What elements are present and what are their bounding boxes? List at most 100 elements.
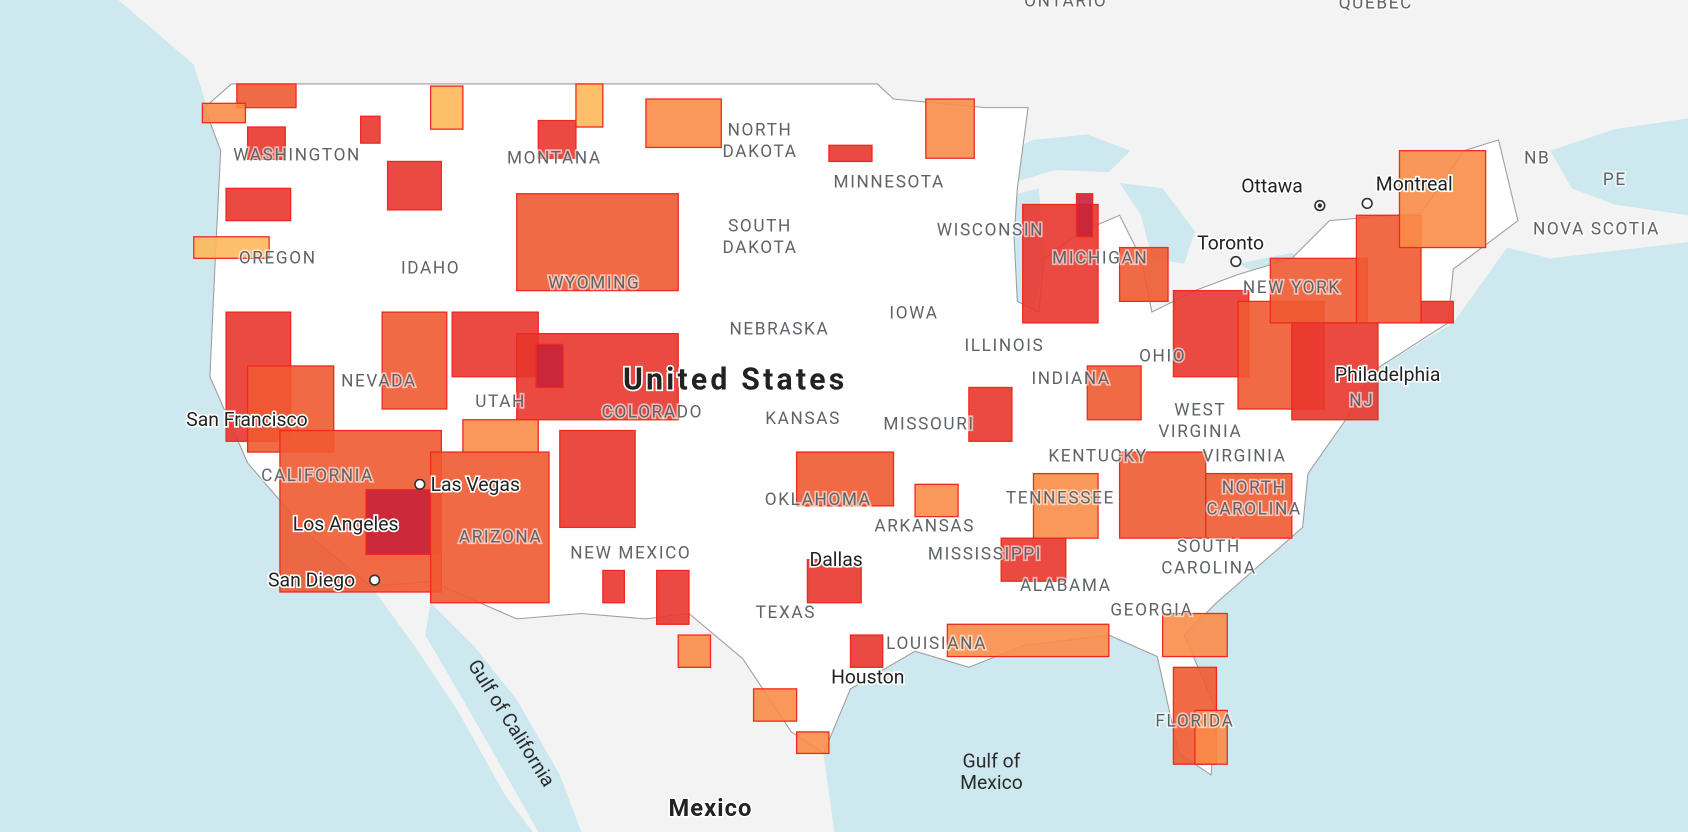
region-label-line: DAKOTA bbox=[722, 142, 797, 162]
water-label: Gulf of Mexico bbox=[960, 749, 1023, 794]
city-label[interactable]: Houston bbox=[829, 664, 906, 690]
region-label-line: GEORGIA bbox=[1110, 601, 1193, 621]
region-label-line: WYOMING bbox=[548, 273, 640, 293]
region-label: ALABAMA bbox=[1020, 576, 1112, 596]
region-label: VIRGINIA bbox=[1202, 447, 1286, 467]
city-label[interactable]: San Diego bbox=[266, 567, 356, 593]
county-region bbox=[946, 623, 1110, 658]
region-label: UTAH bbox=[475, 392, 526, 412]
region-label: IOWA bbox=[889, 304, 938, 324]
region-label: FLORIDA bbox=[1155, 712, 1234, 732]
county-region bbox=[535, 343, 564, 389]
region-label: MICHIGAN bbox=[1052, 249, 1148, 269]
region-label: PE bbox=[1603, 170, 1627, 190]
region-label: TEXAS bbox=[756, 603, 816, 623]
county-region bbox=[1205, 472, 1293, 539]
region-label: NEVADA bbox=[341, 371, 417, 391]
county-region bbox=[925, 98, 975, 159]
county-region bbox=[1075, 193, 1094, 238]
region-label-line: NEW MEXICO bbox=[570, 544, 691, 564]
region-label: ARKANSAS bbox=[874, 517, 975, 537]
region-label: KENTUCKY bbox=[1048, 447, 1147, 467]
region-label: INDIANA bbox=[1031, 369, 1110, 389]
region-label: NEW MEXICO bbox=[570, 544, 691, 564]
city-label[interactable]: Las Vegas bbox=[429, 471, 522, 497]
county-region bbox=[828, 144, 873, 163]
county-region bbox=[1291, 322, 1379, 421]
region-label: NJ bbox=[1349, 391, 1374, 411]
region-label: NOVA SCOTIA bbox=[1533, 220, 1660, 240]
region-label-line: ARIZONA bbox=[459, 527, 542, 547]
city-label[interactable]: Montreal bbox=[1374, 171, 1454, 197]
region-label-line: MINNESOTA bbox=[834, 172, 945, 192]
lake-huron bbox=[1119, 182, 1195, 264]
region-label-line: KENTUCKY bbox=[1048, 447, 1147, 467]
region-label-line: VIRGINIA bbox=[1202, 447, 1286, 467]
county-region bbox=[795, 731, 830, 755]
city-marker[interactable] bbox=[368, 574, 381, 586]
county-region bbox=[365, 489, 443, 555]
region-label: ILLINOIS bbox=[964, 336, 1044, 356]
city-marker[interactable] bbox=[1230, 255, 1242, 268]
region-label-line: QUEBEC bbox=[1339, 0, 1413, 14]
region-label: COLORADO bbox=[602, 403, 704, 423]
region-label: NORTH CAROLINA bbox=[1206, 478, 1301, 520]
country-label: United States bbox=[623, 363, 847, 398]
region-label-line: LOUISIANA bbox=[886, 634, 987, 654]
region-label: MISSISSIPPI bbox=[928, 545, 1042, 565]
region-label: ARIZONA bbox=[459, 527, 542, 547]
county-region bbox=[201, 102, 247, 124]
county-region bbox=[429, 85, 464, 130]
region-label: NEW YORK bbox=[1243, 278, 1341, 298]
county-region bbox=[359, 115, 381, 144]
county-region bbox=[1118, 451, 1207, 539]
city-label[interactable]: Los Angeles bbox=[291, 511, 400, 537]
capital-dot bbox=[1317, 203, 1322, 208]
county-region bbox=[656, 569, 690, 625]
region-label-line: OREGON bbox=[239, 249, 317, 269]
region-label-line: OKLAHOMA bbox=[765, 490, 872, 510]
county-region bbox=[968, 386, 1013, 442]
region-label: MONTANA bbox=[507, 149, 602, 169]
region-label-line: VIRGINIA bbox=[1158, 422, 1242, 442]
region-label: LOUISIANA bbox=[886, 634, 987, 654]
region-label-line: WISCONSIN bbox=[937, 221, 1044, 241]
region-label: IDAHO bbox=[401, 258, 460, 278]
county-region bbox=[677, 634, 712, 668]
gulf-of-california bbox=[425, 602, 582, 832]
county-region bbox=[1032, 472, 1099, 539]
city-label[interactable]: Ottawa bbox=[1240, 173, 1305, 199]
region-label: NB bbox=[1524, 149, 1550, 169]
region-label: KANSAS bbox=[765, 409, 841, 429]
city-label[interactable]: Toronto bbox=[1195, 230, 1265, 256]
city-label[interactable]: Dallas bbox=[808, 547, 864, 573]
county-region bbox=[537, 119, 577, 159]
water-label-line: Gulf of bbox=[963, 749, 1021, 772]
region-label-line: NB bbox=[1524, 149, 1550, 169]
region-label-line: ARKANSAS bbox=[874, 517, 975, 537]
region-label-line: IDAHO bbox=[401, 258, 460, 278]
county-region bbox=[1420, 300, 1454, 324]
city-label[interactable]: San Francisco bbox=[185, 407, 310, 433]
region-label-line: SOUTH bbox=[728, 216, 792, 236]
region-label-line: NORTH bbox=[728, 121, 793, 141]
region-label: TENNESSEE bbox=[1006, 489, 1115, 509]
region-label: OREGON bbox=[239, 249, 317, 269]
county-region bbox=[1086, 365, 1142, 421]
region-label: WYOMING bbox=[548, 273, 640, 293]
region-label: QUEBEC bbox=[1339, 0, 1413, 14]
county-region bbox=[1118, 246, 1169, 303]
region-label: NORTH DAKOTA bbox=[722, 121, 797, 163]
county-region bbox=[806, 559, 862, 604]
county-region bbox=[602, 569, 626, 604]
region-label-line: NEBRASKA bbox=[729, 320, 829, 340]
city-label[interactable]: Philadelphia bbox=[1333, 361, 1442, 387]
region-label-line: FLORIDA bbox=[1155, 712, 1234, 732]
city-marker[interactable] bbox=[1361, 197, 1373, 210]
county-region bbox=[225, 187, 292, 222]
city-marker[interactable] bbox=[414, 478, 426, 490]
county-region bbox=[1172, 289, 1250, 378]
county-region bbox=[1194, 709, 1228, 765]
